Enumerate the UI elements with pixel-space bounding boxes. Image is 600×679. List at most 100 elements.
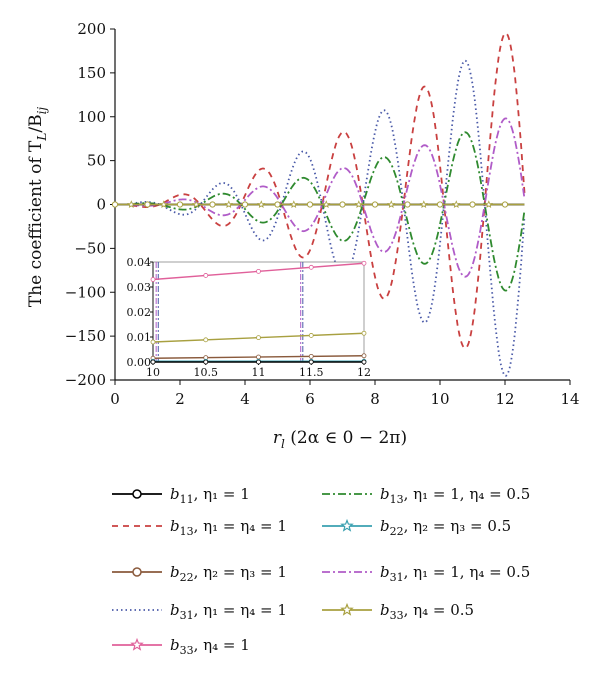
inset-marker: [308, 353, 314, 359]
series-marker: [436, 201, 444, 208]
inset-marker: [256, 354, 261, 360]
legend-entry-3: b31, η₁ = η₄ = 1: [112, 601, 287, 622]
series-marker: [209, 201, 216, 208]
inset-x-tick-label: 10: [146, 366, 160, 379]
inset-y-tick-label: 0.04: [127, 256, 152, 269]
series-marker: [192, 200, 201, 208]
series-marker: [371, 201, 379, 208]
inset-marker: [203, 273, 209, 278]
y-axis-title: The coefficient of TL/Bij: [26, 107, 49, 308]
inset-y-tick-label: 0.02: [127, 306, 152, 319]
x-tick-label: 6: [305, 390, 315, 408]
series-marker: [111, 201, 119, 208]
series-marker: [322, 200, 331, 208]
inset-x-tick-label: 10.5: [194, 366, 219, 379]
y-tick-label: −200: [65, 371, 106, 389]
series-marker: [159, 200, 168, 208]
legend-entry-2: b22, η₂ = η₃ = 1: [112, 563, 287, 584]
inset-x-tick-label: 12: [357, 366, 371, 379]
series-line-3: [131, 59, 526, 377]
series-marker: [144, 201, 151, 208]
inset-marker: [361, 359, 367, 365]
legend-marker: [340, 602, 354, 616]
inset-marker: [150, 277, 156, 282]
x-axis-title: rl (2α ∈ 0 − 2π): [273, 428, 407, 451]
inset-marker: [150, 359, 156, 365]
series-marker: [306, 201, 314, 208]
series-marker: [469, 201, 476, 208]
legend-entry-7: b31, η₁ = 1, η₄ = 0.5: [322, 563, 530, 584]
x-tick-label: 14: [560, 390, 579, 408]
inset-marker: [203, 337, 209, 343]
series-marker: [354, 200, 363, 208]
inset-frame: [152, 261, 365, 363]
series-marker: [274, 201, 281, 208]
x-tick-label: 12: [495, 390, 514, 408]
inset-marker: [361, 353, 367, 359]
legend-label: b33, η₄ = 1: [170, 636, 250, 657]
x-tick-label: 4: [240, 390, 250, 408]
legend-label: b22, η₂ = η₃ = 0.5: [380, 517, 511, 538]
legend-marker: [340, 518, 354, 532]
y-tick-label: 200: [77, 20, 106, 38]
series-marker: [339, 201, 346, 208]
legend-label: b13, η₁ = 1, η₄ = 0.5: [380, 485, 530, 506]
inset-marker: [256, 268, 261, 274]
series-marker: [127, 200, 136, 208]
main-plot: 0 2 4 6 8 10 12 14 200 150 100 50 0 −50 −100 −150 −200: [65, 20, 580, 408]
inset-x-tick-label: 11: [252, 366, 266, 379]
series-marker: [404, 201, 411, 208]
legend-label: b31, η₁ = 1, η₄ = 0.5: [380, 563, 530, 584]
inset-marker: [203, 359, 209, 365]
legend-entry-8: b33, η₄ = 0.5: [322, 601, 474, 622]
legend-marker: [132, 489, 142, 499]
legend-label: b13, η₁ = η₄ = 1: [170, 517, 287, 538]
inset-marker: [308, 359, 314, 365]
series-line-7: [131, 117, 526, 278]
inset-marker: [256, 335, 261, 341]
legend-entry-5: b13, η₁ = 1, η₄ = 0.5: [322, 485, 530, 506]
series-marker: [419, 200, 428, 208]
y-tick-label: 100: [77, 108, 106, 126]
x-tick-label: 2: [175, 390, 185, 408]
inset-plot: 10 10.5 11 11.5 12 0.04 0.03 0.02 0.01 0.00: [127, 256, 372, 379]
legend-entry-6: b22, η₂ = η₃ = 0.5: [322, 517, 511, 538]
legend: b11, η₁ = 1 b13, η₁ = 1, η₄ = 0.5 b13, η₁ …: [112, 485, 530, 657]
legend-label: b33, η₄ = 0.5: [380, 601, 474, 622]
inset-marker: [361, 260, 367, 266]
series-marker: [452, 200, 461, 208]
inset-y-tick-label: 0.01: [127, 331, 152, 344]
inset-marker: [256, 359, 261, 365]
y-tick-label: −100: [65, 283, 106, 301]
legend-entry-4: b33, η₄ = 1: [112, 636, 250, 657]
series-line-1: [131, 32, 526, 350]
series-marker: [241, 201, 249, 208]
series-marker: [289, 200, 298, 208]
series-marker: [224, 200, 233, 208]
x-tick-label: 0: [110, 390, 120, 408]
y-tick-label: 0: [96, 196, 106, 214]
inset-marker: [308, 264, 314, 270]
series-marker: [257, 200, 266, 208]
legend-entry-1: b13, η₁ = η₄ = 1: [112, 517, 287, 538]
inset-y-tick-label: 0.00: [127, 356, 152, 369]
series-marker: [501, 201, 509, 208]
x-tick-label: 10: [430, 390, 449, 408]
legend-label: b11, η₁ = 1: [170, 485, 250, 506]
series-marker: [484, 200, 493, 208]
series-marker: [176, 201, 184, 208]
y-tick-label: −50: [74, 239, 106, 257]
y-tick-label: −150: [65, 327, 106, 345]
legend-label: b22, η₂ = η₃ = 1: [170, 563, 287, 584]
legend-marker: [132, 567, 142, 577]
x-tick-label: 8: [370, 390, 380, 408]
inset-y-tick-label: 0.03: [127, 281, 152, 294]
inset-marker: [308, 333, 314, 338]
legend-marker: [130, 637, 144, 651]
legend-label: b31, η₁ = η₄ = 1: [170, 601, 287, 622]
y-tick-label: 150: [77, 64, 106, 82]
legend-entry-0: b11, η₁ = 1: [112, 485, 250, 506]
series-marker: [387, 200, 396, 208]
inset-marker: [150, 339, 156, 345]
inset-marker: [361, 330, 367, 336]
